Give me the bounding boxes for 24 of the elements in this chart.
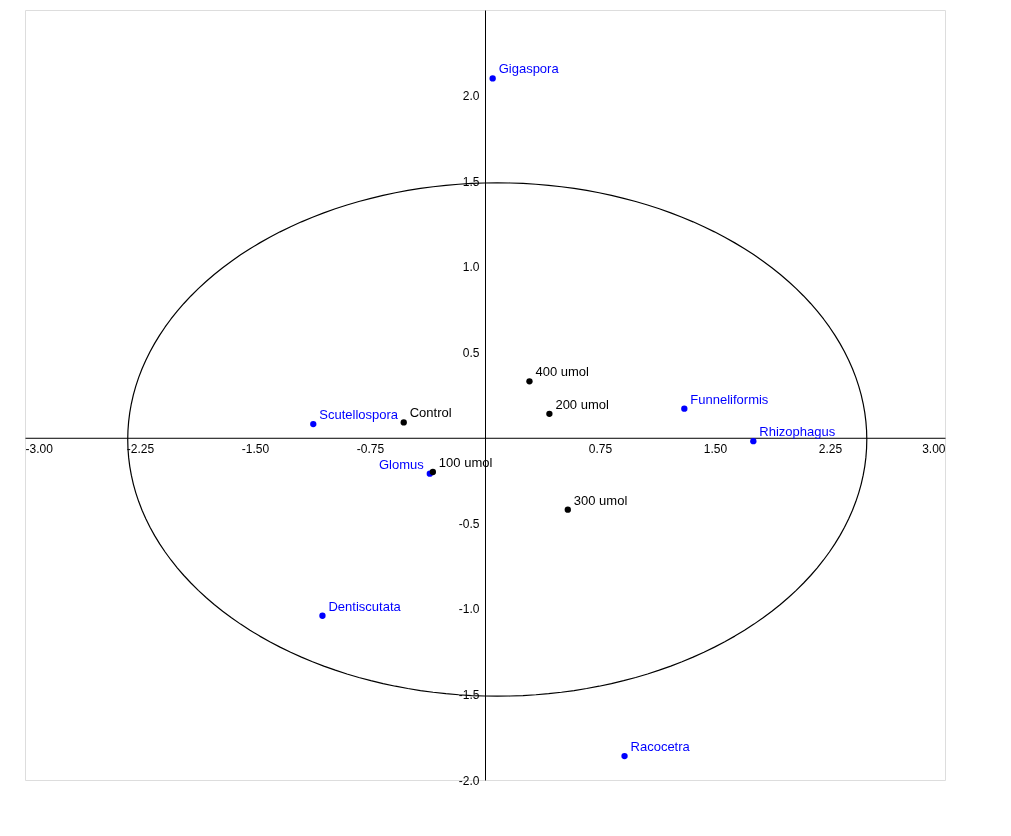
x-tick-label: 0.75	[588, 442, 613, 457]
annotation: Dentiscutata	[328, 598, 402, 614]
annotation: 200 umol	[555, 396, 609, 412]
annotation: Funneliformis	[690, 391, 769, 407]
y-tick-label: 2.0	[462, 89, 480, 104]
annotation: Racocetra	[630, 739, 691, 755]
annotation: Gigaspora	[498, 61, 560, 77]
annotation: 400 umol	[535, 364, 590, 380]
annotation: Rhizophagus	[759, 424, 836, 440]
y-tick-label: -0.5	[458, 516, 480, 531]
x-tick-label: 3.00	[922, 442, 946, 457]
x-tick-label: -3.00	[25, 442, 54, 457]
x-tick-label: -1.50	[241, 442, 270, 457]
annotation: Scutellospora	[319, 407, 399, 423]
x-tick-label: 2.25	[818, 442, 843, 457]
y-tick-label: 0.5	[462, 345, 480, 360]
x-tick-label: 1.50	[703, 442, 728, 457]
annotation: Control	[409, 405, 452, 421]
y-tick-label: 1.0	[462, 260, 480, 275]
y-tick-label: -1.0	[458, 602, 480, 617]
x-tick-label: -0.75	[356, 442, 385, 457]
y-tick-label: -2.0	[458, 773, 480, 788]
annotation: 300 umol	[573, 492, 628, 508]
annotation: Glomus	[379, 456, 425, 472]
